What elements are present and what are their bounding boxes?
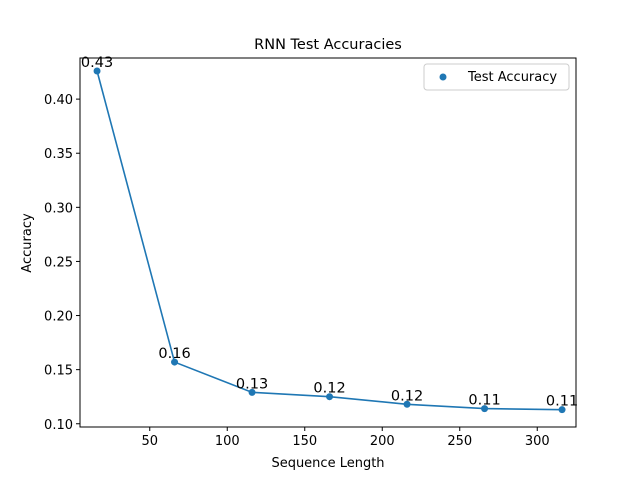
x-tick-label: 50: [141, 434, 158, 449]
data-point: [481, 405, 489, 413]
x-tick-label: 250: [447, 434, 472, 449]
x-tick-label: 100: [215, 434, 240, 449]
data-labels: 0.43 0.16 0.13 0.12 0.12 0.11 0.11: [81, 55, 578, 410]
legend[interactable]: Test Accuracy: [423, 63, 570, 91]
data-point: [558, 406, 566, 414]
data-label: 0.16: [158, 346, 190, 362]
legend-label: Test Accuracy: [467, 70, 557, 85]
x-tick-label: 200: [370, 434, 395, 449]
data-point: [248, 388, 256, 396]
x-tick-label: 150: [292, 434, 317, 449]
legend-box: [423, 63, 570, 91]
y-axis-ticks: 0.10 0.15 0.20 0.25 0.30 0.35 0.40: [44, 93, 80, 433]
y-tick-label: 0.20: [44, 310, 73, 325]
plot-frame: [79, 57, 577, 428]
y-tick-label: 0.35: [44, 147, 73, 162]
data-label: 0.43: [81, 55, 113, 71]
data-point: [93, 67, 101, 75]
legend-marker: [439, 73, 447, 81]
y-tick-label: 0.30: [44, 201, 73, 216]
y-tick-label: 0.10: [44, 418, 73, 433]
data-label: 0.11: [546, 394, 578, 410]
y-tick-label: 0.40: [44, 93, 73, 108]
data-point: [403, 400, 411, 408]
x-axis-label: Sequence Length: [271, 456, 384, 471]
y-tick-label: 0.25: [44, 255, 73, 270]
data-label: 0.12: [313, 381, 345, 397]
data-label: 0.11: [468, 393, 500, 409]
y-axis-label: Accuracy: [20, 213, 35, 273]
y-tick-label: 0.15: [44, 364, 73, 379]
data-label: 0.13: [236, 376, 268, 392]
chart-title: RNN Test Accuracies: [254, 37, 402, 53]
data-point: [171, 358, 179, 366]
x-axis-ticks: 50 100 150 200 250 300: [141, 427, 550, 449]
series-layer: [93, 67, 566, 414]
data-point: [326, 393, 334, 401]
x-tick-label: 300: [525, 434, 550, 449]
data-label: 0.12: [391, 388, 423, 404]
